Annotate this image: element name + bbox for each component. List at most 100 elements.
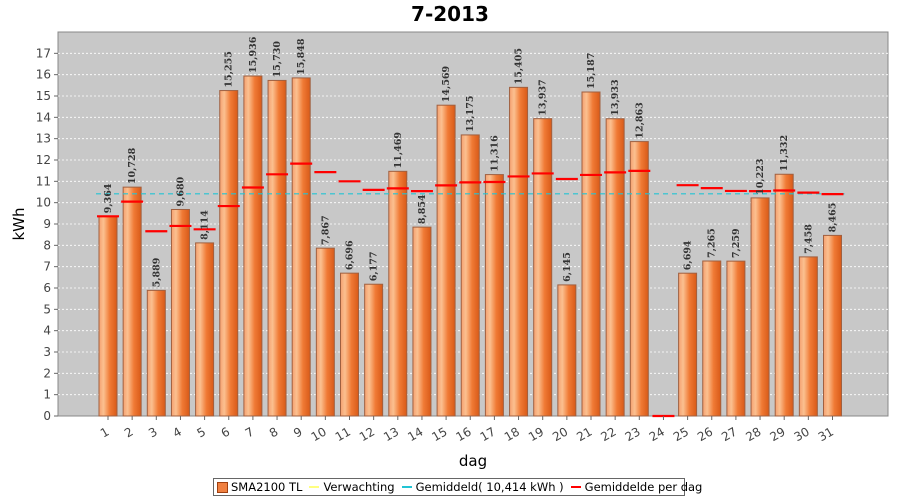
- x-tick-label: 22: [598, 424, 618, 444]
- bar-data-label: 7,867: [320, 215, 331, 245]
- bar: [291, 77, 311, 417]
- x-tick-label: 29: [767, 424, 787, 444]
- bar: [315, 247, 335, 417]
- bar-data-label: 15,187: [586, 53, 597, 89]
- x-tick-label: 20: [550, 424, 570, 444]
- x-tick-label: 28: [743, 424, 763, 444]
- bar-data-label: 5,889: [151, 257, 162, 287]
- bar: [509, 86, 529, 417]
- bar-data-label: 13,933: [610, 79, 621, 115]
- bar-data-label: 7,265: [707, 228, 718, 258]
- bar: [533, 118, 553, 417]
- y-tick-label: 0: [43, 409, 51, 423]
- x-tick-label: 12: [357, 424, 377, 444]
- bar-data-label: 15,936: [248, 36, 259, 73]
- legend-item: Verwachting: [309, 480, 395, 494]
- x-tick-label: 6: [219, 424, 233, 440]
- legend-label: Gemiddelde per dag: [584, 480, 703, 494]
- bar: [388, 170, 408, 417]
- y-tick-label: 1: [43, 388, 51, 402]
- legend-label: SMA2100 TL: [231, 480, 303, 494]
- bar: [243, 75, 263, 417]
- y-tick-label: 14: [36, 110, 51, 124]
- bar: [750, 197, 770, 417]
- legend-item: Gemiddelde per dag: [570, 480, 703, 494]
- legend-swatch: [401, 486, 412, 488]
- y-tick-label: 6: [43, 281, 51, 295]
- x-tick-label: 17: [478, 424, 498, 444]
- bar-data-label: 10,728: [127, 147, 138, 184]
- bar-data-label: 8,465: [828, 203, 839, 233]
- x-tick-label: 15: [429, 424, 449, 444]
- x-tick-label: 26: [695, 424, 715, 444]
- bar-data-label: 13,937: [538, 79, 549, 115]
- x-tick-label: 11: [333, 424, 353, 444]
- legend: SMA2100 TL Verwachting Gemiddeld( 10,414 k…: [213, 478, 702, 496]
- x-tick-label: 30: [792, 424, 812, 444]
- bar: [823, 234, 842, 417]
- bar-data-label: 6,694: [683, 240, 694, 270]
- bar-data-label: 6,696: [345, 240, 356, 270]
- bar: [98, 215, 118, 417]
- x-tick-label: 2: [122, 424, 136, 440]
- chart-title: 7-2013: [411, 2, 489, 26]
- bar: [122, 186, 142, 417]
- bar: [146, 289, 166, 417]
- bar-data-label: 9,680: [175, 176, 186, 206]
- bar: [702, 260, 722, 417]
- bar-data-label: 10,223: [755, 159, 766, 195]
- y-tick-label: 9: [43, 217, 51, 231]
- y-tick-label: 8: [43, 238, 51, 252]
- x-tick-label: 13: [381, 424, 401, 444]
- bar: [484, 174, 504, 417]
- bar: [798, 256, 818, 417]
- x-tick-label: 1: [98, 424, 112, 440]
- bar: [460, 134, 480, 417]
- bar: [364, 283, 384, 417]
- legend-item: SMA2100 TL: [217, 480, 302, 494]
- bar-data-label: 8,854: [417, 194, 428, 224]
- bar-data-label: 6,177: [369, 251, 380, 281]
- x-tick-label: 9: [291, 424, 305, 440]
- bar: [412, 226, 432, 417]
- bar-data-label: 14,569: [441, 65, 452, 102]
- legend-swatch: [570, 486, 581, 488]
- bar: [436, 104, 456, 417]
- y-tick-label: 3: [43, 345, 51, 359]
- x-tick-label: 3: [146, 424, 160, 440]
- y-tick-label: 11: [36, 174, 51, 188]
- x-tick-label: 4: [170, 424, 184, 440]
- bar: [557, 284, 577, 417]
- x-tick-label: 5: [194, 424, 208, 440]
- legend-label: Verwachting: [323, 480, 395, 494]
- x-tick-label: 21: [574, 424, 594, 444]
- y-tick-label: 15: [36, 89, 51, 103]
- bar-data-label: 15,848: [296, 38, 307, 75]
- y-tick-label: 13: [36, 132, 51, 146]
- bar: [581, 91, 601, 417]
- bar: [629, 141, 649, 417]
- y-tick-label: 10: [36, 196, 51, 210]
- legend-item: Gemiddeld( 10,414 kWh ): [401, 480, 564, 494]
- bar-data-label: 15,405: [514, 48, 525, 84]
- x-tick-label: 25: [671, 424, 691, 444]
- bar-data-label: 9,364: [103, 183, 114, 213]
- legend-swatch: [217, 481, 228, 493]
- bar-data-label: 15,255: [224, 51, 235, 87]
- bar-data-label: 7,259: [731, 228, 742, 258]
- bar: [267, 79, 287, 417]
- y-tick-label: 12: [36, 153, 51, 167]
- bar: [726, 260, 746, 417]
- bar-data-label: 11,332: [779, 135, 790, 171]
- x-tick-label: 8: [267, 424, 281, 440]
- y-tick-label: 17: [36, 46, 51, 60]
- x-tick-label: 24: [647, 424, 667, 444]
- x-tick-label: 10: [309, 424, 329, 444]
- bar-data-label: 13,175: [465, 96, 476, 132]
- legend-label: Gemiddeld( 10,414 kWh ): [415, 480, 564, 494]
- bar: [219, 90, 239, 417]
- x-axis-label: dag: [459, 452, 487, 470]
- y-tick-label: 7: [43, 260, 51, 274]
- y-tick-label: 4: [43, 324, 51, 338]
